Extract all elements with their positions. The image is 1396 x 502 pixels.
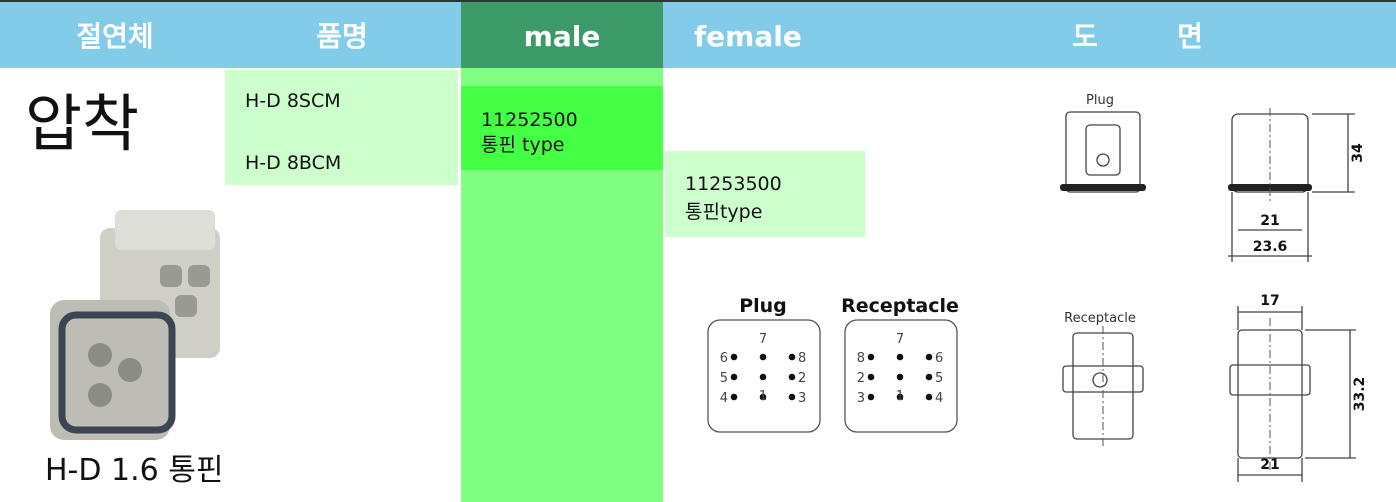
pin — [730, 393, 738, 401]
header-cell: 절연체 — [76, 20, 153, 53]
pin — [867, 373, 875, 381]
male-cell — [461, 86, 663, 170]
part-number: 11252500 — [481, 109, 578, 131]
pin — [730, 373, 738, 381]
part-number: 11253500 — [685, 173, 782, 195]
pin-number: 3 — [798, 391, 806, 406]
pin-number: 6 — [935, 351, 943, 366]
drawing-label: Receptacle — [1064, 311, 1136, 326]
female-cell — [665, 151, 865, 237]
insulator-type: 압착 — [25, 87, 139, 160]
dimension: 21 — [1260, 457, 1279, 473]
product-cell — [225, 70, 458, 185]
plug-drawing: Plug 34 21 23.6 — [1060, 93, 1366, 262]
pin — [925, 373, 933, 381]
pin — [925, 353, 933, 361]
dimension: 21 — [1260, 213, 1279, 229]
header-cell: 면 — [1177, 20, 1203, 53]
pin-layouts: Plug 7 6 8 5 2 4 3 1 Receptacle 7 8 6 2 5 3 4 1 — [707, 295, 959, 433]
pin-layout-title: Receptacle — [841, 295, 959, 317]
receptacle-drawing: Receptacle 17 33.2 21 — [1062, 293, 1368, 482]
pin-layout-title: Plug — [739, 295, 787, 317]
pin-number: 4 — [935, 391, 943, 406]
pin-number: 1 — [759, 389, 767, 404]
part-description: 통핀 type — [481, 134, 564, 156]
connector-photo — [50, 210, 220, 440]
pin — [730, 353, 738, 361]
pin — [759, 353, 767, 361]
pin — [867, 393, 875, 401]
part-description: 통핀type — [685, 201, 762, 223]
drawing-label: Plug — [1086, 93, 1114, 108]
pin-number: 8 — [798, 351, 806, 366]
pin — [788, 353, 796, 361]
pin — [896, 353, 904, 361]
pin-number: 2 — [857, 371, 865, 386]
pin-number: 7 — [896, 332, 904, 347]
pin-number: 8 — [857, 351, 865, 366]
pin — [759, 393, 767, 401]
pin-layout-box — [844, 319, 958, 433]
pin-number: 1 — [896, 389, 904, 404]
pin-number: 4 — [720, 391, 728, 406]
pin-number: 6 — [720, 351, 728, 366]
photo-caption: H-D 1.6 통핀 — [45, 453, 223, 488]
pin-number: 2 — [798, 371, 806, 386]
pin-number: 3 — [857, 391, 865, 406]
pin-number: 7 — [759, 332, 767, 347]
pin — [867, 353, 875, 361]
header-cell: 품명 — [316, 20, 368, 53]
pin — [788, 393, 796, 401]
product-name: H-D 8SCM — [245, 90, 341, 112]
header-bar — [0, 0, 1396, 68]
header-cell: male — [524, 20, 601, 53]
pin — [896, 373, 904, 381]
pin — [896, 393, 904, 401]
header-cell: female — [694, 20, 802, 53]
dimension: 33.2 — [1352, 377, 1368, 412]
pin-number: 5 — [720, 371, 728, 386]
dimension: 17 — [1260, 293, 1279, 309]
pin-layout-box — [707, 319, 821, 433]
pin — [759, 373, 767, 381]
pin — [788, 373, 796, 381]
dimension: 34 — [1350, 143, 1366, 163]
dimension: 23.6 — [1253, 239, 1288, 255]
pin — [925, 393, 933, 401]
pin-number: 5 — [935, 371, 943, 386]
male-header-cell — [461, 2, 663, 68]
header-cell: 도 — [1072, 20, 1098, 53]
product-name: H-D 8BCM — [245, 152, 341, 174]
